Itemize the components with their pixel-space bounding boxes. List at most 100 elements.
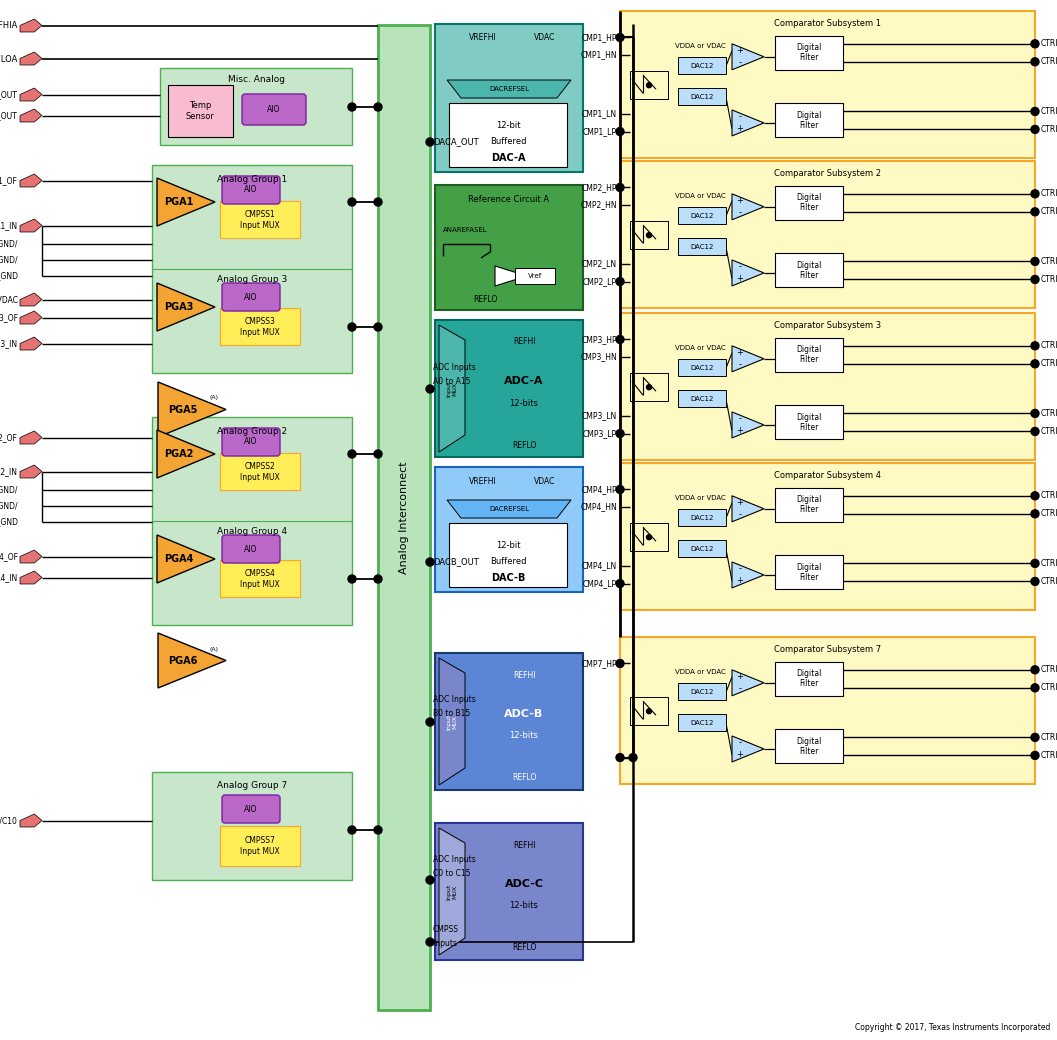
FancyBboxPatch shape [678, 207, 726, 225]
Circle shape [616, 579, 624, 588]
Text: Comparator Subsystem 7: Comparator Subsystem 7 [774, 645, 882, 653]
Text: CTRIPOUT2L: CTRIPOUT2L [1041, 275, 1057, 284]
Text: C2/PGA3_IN: C2/PGA3_IN [0, 339, 18, 348]
Text: AIO: AIO [244, 185, 258, 194]
FancyBboxPatch shape [152, 772, 352, 880]
Polygon shape [157, 633, 226, 688]
Text: PGA6: PGA6 [168, 656, 198, 666]
Circle shape [1031, 577, 1039, 586]
Text: 12-bit: 12-bit [496, 122, 520, 130]
Text: PGA6_GND: PGA6_GND [0, 518, 18, 526]
FancyBboxPatch shape [220, 826, 300, 866]
Text: Buffered: Buffered [489, 557, 526, 567]
FancyBboxPatch shape [449, 523, 567, 587]
Text: CMPSS7
Input MUX: CMPSS7 Input MUX [240, 836, 280, 856]
Text: PGA3: PGA3 [164, 302, 193, 312]
Circle shape [1031, 427, 1039, 436]
Text: CMP2_HN: CMP2_HN [580, 201, 617, 210]
Text: B4/C8/PGA4_OF: B4/C8/PGA4_OF [0, 552, 18, 562]
Text: VREFHI: VREFHI [469, 476, 497, 486]
Text: +: + [737, 47, 743, 55]
Text: CMP3_LP: CMP3_LP [582, 430, 617, 438]
Polygon shape [733, 110, 764, 136]
Text: VREFHIA: VREFHIA [0, 22, 18, 30]
Text: Digital
Filter: Digital Filter [796, 736, 821, 756]
Text: A4/B8/PGA2_OF: A4/B8/PGA2_OF [0, 434, 18, 442]
Text: -: - [739, 262, 742, 271]
Polygon shape [733, 260, 764, 286]
Text: C1/PGA2_IN: C1/PGA2_IN [0, 468, 18, 476]
Text: CTRIP1H: CTRIP1H [1041, 40, 1057, 48]
Text: Digital
Filter: Digital Filter [796, 563, 821, 582]
FancyBboxPatch shape [160, 68, 352, 145]
FancyBboxPatch shape [435, 320, 583, 457]
Text: CMP4_LN: CMP4_LN [581, 562, 617, 570]
FancyBboxPatch shape [378, 25, 430, 1010]
Text: CMP2_LP: CMP2_LP [583, 277, 617, 286]
Text: B2/C6/PGA3_OF: B2/C6/PGA3_OF [0, 313, 18, 322]
Text: -: - [739, 208, 742, 217]
Text: REFLO: REFLO [512, 774, 536, 782]
Text: +: + [737, 275, 743, 284]
Text: Digital
Filter: Digital Filter [796, 345, 821, 364]
Text: A0 to A15: A0 to A15 [433, 376, 470, 386]
FancyBboxPatch shape [435, 24, 583, 172]
Text: -: - [739, 511, 742, 519]
FancyBboxPatch shape [678, 714, 726, 731]
Text: Digital
Filter: Digital Filter [796, 193, 821, 212]
Text: ADC Inputs: ADC Inputs [433, 696, 476, 704]
Polygon shape [20, 550, 42, 563]
Text: CTRIP2L: CTRIP2L [1041, 257, 1057, 266]
Text: A10/B1/C10: A10/B1/C10 [0, 816, 18, 826]
Text: C3/PGA4_IN: C3/PGA4_IN [0, 573, 18, 582]
FancyBboxPatch shape [678, 510, 726, 526]
Text: DAC12: DAC12 [690, 396, 713, 402]
Text: CTRIPOUT1H: CTRIPOUT1H [1041, 57, 1057, 67]
Text: AIO: AIO [244, 805, 258, 813]
Circle shape [1031, 733, 1039, 742]
Text: Misc. Analog: Misc. Analog [227, 76, 284, 84]
Circle shape [374, 103, 382, 111]
Text: DAC12: DAC12 [690, 365, 713, 371]
Text: (A): (A) [210, 395, 219, 400]
Polygon shape [20, 293, 42, 306]
Polygon shape [20, 431, 42, 444]
Polygon shape [733, 412, 764, 438]
Text: Copyright © 2017, Texas Instruments Incorporated: Copyright © 2017, Texas Instruments Inco… [855, 1023, 1050, 1033]
Circle shape [647, 233, 651, 238]
FancyBboxPatch shape [775, 555, 843, 590]
Text: PGA1: PGA1 [164, 197, 193, 207]
Text: 12-bits: 12-bits [509, 731, 538, 740]
Circle shape [374, 450, 382, 458]
Polygon shape [20, 571, 42, 584]
Circle shape [1031, 684, 1039, 692]
Circle shape [1031, 258, 1039, 265]
Circle shape [647, 83, 651, 87]
Text: CMP2_LN: CMP2_LN [581, 259, 617, 268]
Text: CTRIP3H: CTRIP3H [1041, 341, 1057, 350]
Text: Analog Group 3: Analog Group 3 [217, 275, 288, 284]
Text: DAC12: DAC12 [690, 546, 713, 552]
FancyBboxPatch shape [222, 283, 280, 311]
Text: C0/PGA1_IN: C0/PGA1_IN [0, 222, 18, 231]
Text: Analog Group 4: Analog Group 4 [217, 526, 288, 536]
Text: Temp
Sensor: Temp Sensor [186, 101, 215, 121]
Polygon shape [447, 80, 571, 98]
Text: ADC Inputs: ADC Inputs [433, 363, 476, 371]
Text: CMP1_LP: CMP1_LP [583, 127, 617, 136]
Text: REFHI: REFHI [513, 671, 535, 679]
Text: A1/DACB_OUT: A1/DACB_OUT [0, 111, 18, 121]
Circle shape [426, 385, 434, 393]
Text: DAC12: DAC12 [690, 244, 713, 250]
Polygon shape [20, 52, 42, 64]
Text: VDAC: VDAC [534, 476, 556, 486]
Text: A0/B15/C15/DACA_OUT: A0/B15/C15/DACA_OUT [0, 90, 18, 100]
Text: CMPSS3
Input MUX: CMPSS3 Input MUX [240, 317, 280, 337]
Circle shape [348, 323, 356, 331]
Polygon shape [733, 562, 764, 588]
FancyBboxPatch shape [620, 463, 1035, 610]
Text: REFHI: REFHI [513, 840, 535, 850]
Circle shape [348, 826, 356, 834]
Circle shape [1031, 410, 1039, 417]
Circle shape [426, 718, 434, 726]
